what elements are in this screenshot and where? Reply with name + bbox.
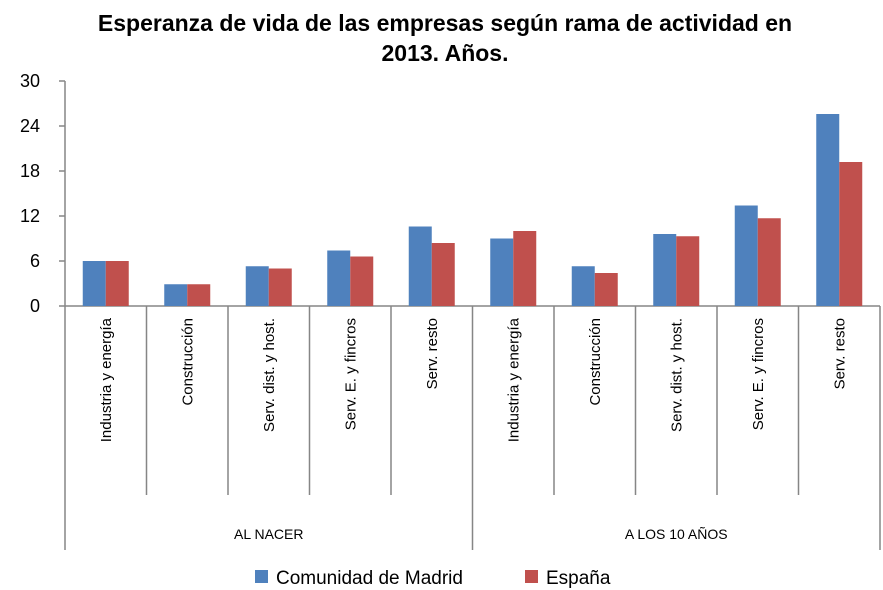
x-tick-label: Serv. E. y fincros [342,318,359,430]
y-tick-label: 0 [30,296,40,316]
bar [676,236,700,306]
bar [490,238,514,306]
bar [82,261,106,306]
chart-title: Esperanza de vida de las empresas según … [97,10,793,66]
x-tick-label: Construcción [179,318,196,406]
y-tick-label: 30 [20,71,40,91]
bar [594,273,618,306]
y-tick-label: 6 [30,251,40,271]
x-tick-label: Serv. dist. y host. [261,318,278,432]
x-tick-label: Industria y energía [98,317,115,442]
x-tick-label: Serv. resto [831,318,848,389]
bar [350,256,374,306]
x-tick-label: Industria y energía [505,317,522,442]
bar [408,226,432,306]
bar [327,250,351,306]
legend-label: Comunidad de Madrid [276,568,463,589]
bar [734,205,758,306]
legend-swatch [525,570,538,583]
bar [839,162,863,306]
bar [653,234,677,306]
group-label: A LOS 10 AÑOS [625,526,728,542]
bar [105,261,129,306]
bar [571,266,595,306]
bar [513,231,537,306]
y-tick-label: 12 [20,206,40,226]
bar [164,284,188,306]
x-tick-label: Serv. dist. y host. [668,318,685,432]
y-tick-label: 18 [20,161,40,181]
legend-label: España [546,568,611,589]
bar [757,218,781,306]
x-tick-label: Construcción [587,318,604,406]
x-tick-label: Serv. resto [424,318,441,389]
bar [431,243,455,306]
legend-swatch [255,570,268,583]
bar [187,284,211,306]
y-tick-label: 24 [20,116,40,136]
bar [816,114,840,306]
bar [245,266,269,306]
x-tick-label: Serv. E. y fincros [750,318,767,430]
group-label: AL NACER [234,526,304,542]
bar [268,268,292,306]
